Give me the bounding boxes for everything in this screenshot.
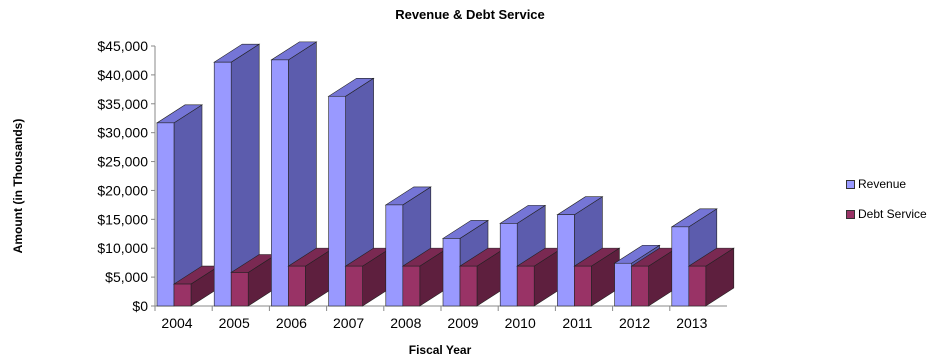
bar-debt-service xyxy=(288,265,306,307)
x-tick-label: 2013 xyxy=(676,315,707,331)
x-tick-label: 2008 xyxy=(390,315,421,331)
bar-revenue xyxy=(557,214,575,307)
legend-label-debt-service: Debt Service xyxy=(858,207,927,221)
bar-debt-service xyxy=(230,272,249,307)
bar-debt-service xyxy=(459,265,478,307)
x-tick-label: 2011 xyxy=(562,315,592,331)
legend-item-revenue: Revenue xyxy=(846,177,906,191)
bar-debt-service xyxy=(631,265,649,307)
bar-revenue xyxy=(614,262,632,307)
y-tick-label: $0 xyxy=(132,298,148,314)
bar-revenue xyxy=(271,59,289,307)
bar-debt-service xyxy=(173,283,192,307)
y-tick-label: $40,000 xyxy=(97,67,148,83)
x-tick-label: 2009 xyxy=(447,315,478,331)
y-tick-label: $45,000 xyxy=(97,38,148,54)
y-tick-label: $5,000 xyxy=(105,269,148,285)
bar-debt-service xyxy=(402,265,421,307)
x-axis-title: Fiscal Year xyxy=(408,343,472,357)
y-tick-label: $20,000 xyxy=(97,182,148,198)
bar-revenue xyxy=(156,122,175,307)
bar-revenue xyxy=(671,226,690,307)
y-tick-label: $15,000 xyxy=(97,211,148,227)
x-tick-label: 2010 xyxy=(505,315,536,331)
bar-revenue xyxy=(442,238,461,307)
bar-debt-service xyxy=(574,265,592,307)
chart-title: Revenue & Debt Service xyxy=(395,7,545,22)
bar-debt-service xyxy=(688,265,707,307)
bar-revenue xyxy=(499,223,518,307)
y-tick-label: $35,000 xyxy=(97,96,148,112)
x-tick-label: 2004 xyxy=(161,315,192,331)
y-tick-label: $25,000 xyxy=(97,154,148,170)
bar-revenue xyxy=(385,204,404,307)
x-tick-label: 2007 xyxy=(333,315,364,331)
legend-swatch-debt-service xyxy=(846,209,855,219)
bar-revenue xyxy=(328,95,346,307)
y-tick-label: $10,000 xyxy=(97,240,148,256)
x-tick-label: 2012 xyxy=(619,315,650,331)
y-tick-label: $30,000 xyxy=(97,125,148,141)
legend-label-revenue: Revenue xyxy=(858,177,907,191)
x-tick-label: 2005 xyxy=(219,315,250,331)
bar-debt-service xyxy=(345,265,363,307)
bar-revenue xyxy=(213,61,232,307)
x-tick-label: 2006 xyxy=(276,315,307,331)
legend-swatch-revenue xyxy=(846,179,855,189)
bar-debt-service xyxy=(516,265,535,307)
legend-item-debt-service: Debt Service xyxy=(846,207,927,221)
